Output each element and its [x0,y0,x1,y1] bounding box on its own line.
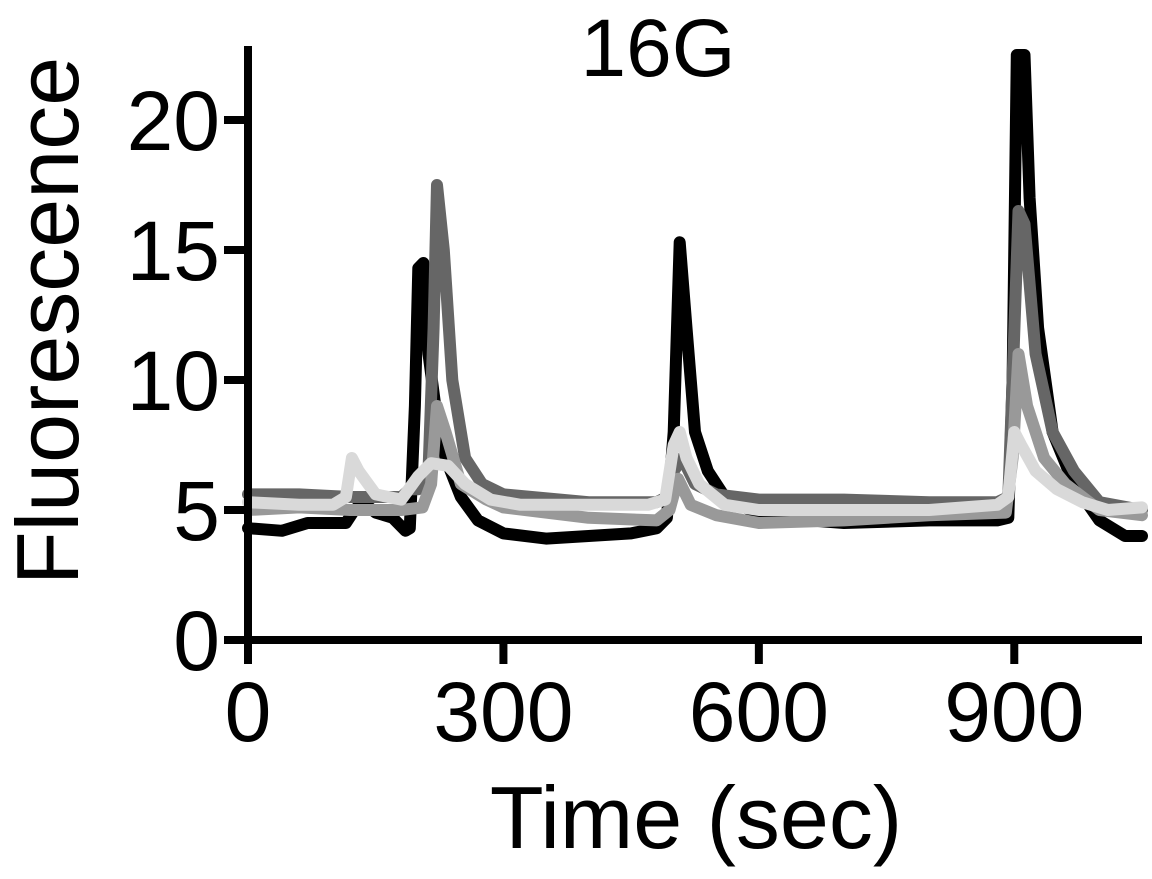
axes-layer: 0 5 10 15 20 0 300 600 900 [127,46,1142,759]
x-tick-label: 600 [689,665,829,759]
y-tick-label: 5 [173,464,220,558]
y-tick-label: 20 [127,74,220,168]
y-tick-label: 15 [127,204,220,298]
y-tick-label: 0 [173,594,220,688]
series-line-4 [242,426,1148,516]
chart-title: 16G [581,3,736,94]
x-tick-label: 0 [225,665,272,759]
y-axis-title: Fluorescence [0,57,97,585]
x-tick-label: 900 [944,665,1084,759]
series-line-1 [242,49,1148,545]
series-layer [242,49,1148,545]
x-tick-label: 300 [433,665,573,759]
x-axis-title: Time (sec) [490,768,902,867]
series-line-3 [242,348,1148,529]
y-tick-label: 10 [127,334,220,428]
